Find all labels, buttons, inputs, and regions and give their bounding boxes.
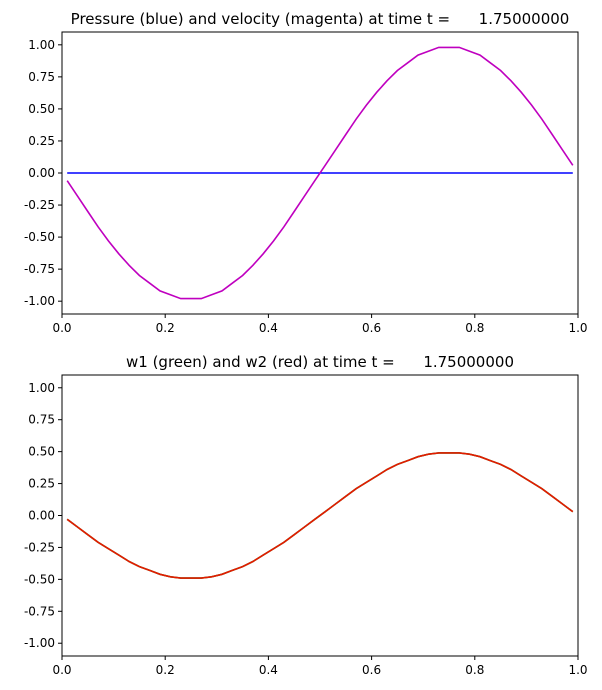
y-tick-label: -1.00 (24, 294, 55, 308)
x-tick-label: 0.0 (52, 321, 71, 335)
y-tick-label: -0.25 (24, 540, 55, 554)
y-tick-label: -0.25 (24, 198, 55, 212)
x-tick-label: 0.4 (259, 663, 278, 677)
y-tick-label: 0.25 (28, 477, 55, 491)
series-line-2 (66, 46, 574, 300)
y-tick-label: 0.00 (28, 166, 55, 180)
y-tick-label: -1.00 (24, 636, 55, 650)
y-tick-label: 0.25 (28, 134, 55, 148)
y-tick-label: -0.50 (24, 230, 55, 244)
chart-title: Pressure (blue) and velocity (magenta) a… (71, 10, 570, 28)
y-tick-label: -0.50 (24, 572, 55, 586)
y-tick-label: -0.75 (24, 604, 55, 618)
y-tick-label: 0.75 (28, 70, 55, 84)
x-tick-label: 0.0 (52, 663, 71, 677)
x-tick-label: 0.6 (362, 321, 381, 335)
y-tick-label: 1.00 (28, 38, 55, 52)
x-tick-label: 0.2 (156, 663, 175, 677)
y-tick-label: 0.00 (28, 509, 55, 523)
y-tick-label: 0.50 (28, 102, 55, 116)
chart-title: w1 (green) and w2 (red) at time t = 1.75… (126, 353, 514, 371)
y-tick-label: -0.75 (24, 262, 55, 276)
x-tick-label: 1.0 (568, 321, 587, 335)
subplot-1: Pressure (blue) and velocity (magenta) a… (24, 10, 588, 335)
subplot-2: w1 (green) and w2 (red) at time t = 1.75… (24, 353, 588, 677)
x-tick-label: 1.0 (568, 663, 587, 677)
y-tick-label: 1.00 (28, 381, 55, 395)
x-tick-label: 0.8 (465, 663, 484, 677)
x-tick-label: 0.8 (465, 321, 484, 335)
y-tick-label: 0.50 (28, 445, 55, 459)
x-tick-label: 0.4 (259, 321, 278, 335)
y-tick-label: 0.75 (28, 413, 55, 427)
x-tick-label: 0.2 (156, 321, 175, 335)
x-tick-label: 0.6 (362, 663, 381, 677)
series-line-2 (66, 452, 574, 579)
